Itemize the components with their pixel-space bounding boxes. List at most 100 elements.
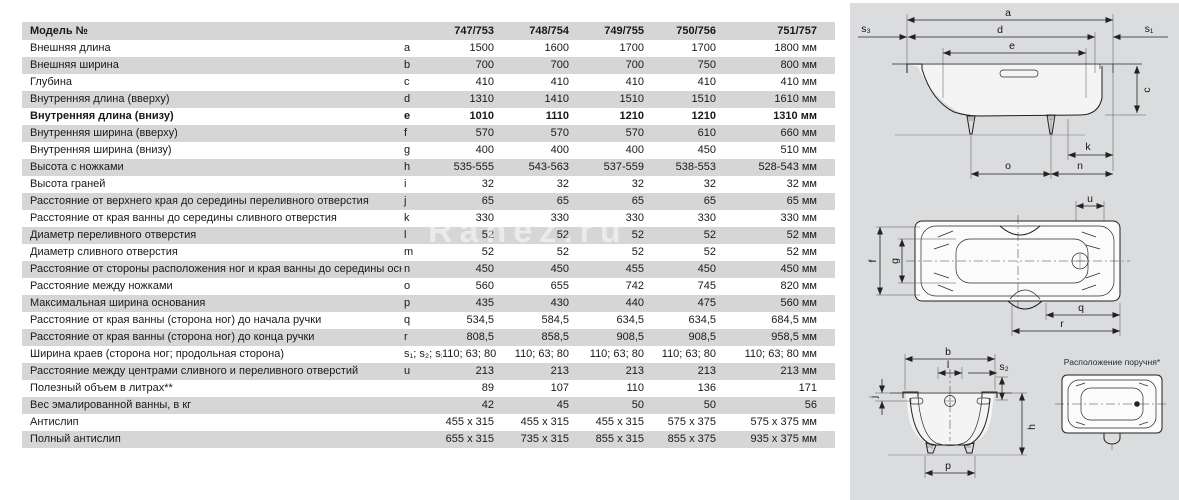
spec-value: 700	[625, 59, 644, 71]
table-header-row: Модель № 747/753 748/754 749/755 750/756 751…	[22, 22, 835, 40]
spec-value: 745	[697, 280, 716, 292]
dim-label-h: h	[1026, 424, 1038, 430]
spec-row: Расстояние от стороны расположения ног и…	[22, 261, 835, 278]
spec-value: 742	[625, 280, 644, 292]
dim-letter: g	[404, 144, 411, 156]
dim-letter: h	[404, 161, 411, 173]
dim-label-g: g	[889, 258, 901, 264]
spec-value: 538-553	[675, 161, 716, 173]
spec-row: Расстояние между ножками o 560 655 742 745 820…	[22, 278, 835, 295]
spec-label: Глубина	[30, 76, 73, 88]
spec-label: Диаметр сливного отверстия	[30, 246, 178, 258]
spec-value: 110	[626, 382, 644, 394]
spec-value: 52	[703, 229, 716, 241]
dim-letter: j	[404, 195, 407, 207]
spec-row: Глубина c 410 410 410 410 410 мм	[22, 74, 835, 91]
dim-letter: l	[404, 229, 407, 241]
dim-label-k: k	[1085, 141, 1091, 153]
spec-value: 65	[703, 195, 716, 207]
spec-value: 750	[697, 59, 716, 71]
spec-value: 1110	[545, 110, 569, 122]
spec-value: 52	[631, 229, 644, 241]
spec-value: 410	[475, 76, 494, 88]
spec-table-container: Модель № 747/753 748/754 749/755 750/756 751…	[22, 22, 835, 448]
dim-letter: m	[404, 246, 414, 258]
spec-row: Расстояние от края ванны (сторона ног) д…	[22, 329, 835, 346]
spec-value: 410	[550, 76, 569, 88]
spec-value: 32 мм	[786, 178, 817, 190]
dim-letter: r	[404, 331, 408, 343]
dim-label-s2: s₂	[999, 361, 1008, 373]
dim-letter: b	[404, 59, 411, 71]
spec-row: Вес эмалированной ванны, в кг 42 45 50 50 56	[22, 397, 835, 414]
handrail-caption: Расположение поручня*	[1064, 357, 1161, 367]
top-view-diagram: u f g q r	[867, 193, 1130, 336]
spec-row: Полный антислип 655 x 315 735 x 315 855 x 3…	[22, 431, 835, 448]
spec-row: Внутренняя длина (вверху) d 1310 1410 1510 15…	[22, 91, 835, 108]
spec-value: 455 x 315	[520, 416, 569, 428]
spec-label: Расстояние от верхнего края до середины …	[30, 195, 369, 207]
dim-label-p: p	[945, 460, 951, 472]
spec-value: 570	[625, 127, 644, 139]
spec-value: 1410	[544, 93, 569, 105]
spec-value: 537-559	[603, 161, 644, 173]
spec-value: 52	[481, 229, 494, 241]
spec-table: Модель № 747/753 748/754 749/755 750/756 751…	[22, 22, 835, 448]
spec-value: 32	[631, 178, 644, 190]
spec-row: Полезный объем в литрах** 89 107 110 136 171	[22, 380, 835, 397]
spec-value: 700	[550, 59, 569, 71]
spec-value: 655	[550, 280, 569, 292]
spec-row: Высота граней i 32 32 32 32 32 мм	[22, 176, 835, 193]
spec-label: Расстояние от стороны расположения ног и…	[30, 263, 402, 275]
dim-label-l: l	[947, 359, 949, 371]
spec-value: 735 x 315	[520, 433, 569, 445]
spec-value: 800 мм	[780, 59, 817, 71]
spec-value: 1610 мм	[774, 93, 817, 105]
spec-value: 820 мм	[780, 280, 817, 292]
dim-letter	[402, 380, 442, 397]
spec-label: Внутренняя длина (вверху)	[30, 93, 170, 105]
spec-value: 450	[697, 263, 716, 275]
model-column-header: 749/755	[604, 24, 644, 37]
dim-letter: f	[404, 127, 408, 139]
spec-value: 171	[798, 382, 817, 394]
spec-label: Вес эмалированной ванны, в кг	[30, 399, 192, 411]
dim-label-s1: s₁	[1145, 23, 1154, 35]
spec-row: Внутренняя ширина (внизу) g 400 400 400 450 51…	[22, 142, 835, 159]
diagram-panel: a d s₃ s₁ e c k o n	[850, 3, 1179, 500]
spec-label: Внутренняя длина (внизу)	[30, 110, 174, 122]
dim-label-d: d	[997, 24, 1003, 36]
spec-value: 213 мм	[780, 365, 817, 377]
spec-value: 65	[556, 195, 569, 207]
dim-label-j: j	[868, 396, 880, 399]
dim-label-n: n	[1077, 160, 1083, 172]
spec-label: Полный антислип	[30, 433, 121, 445]
spec-value: 510 мм	[780, 144, 817, 156]
spec-label: Внутренняя ширина (вверху)	[30, 127, 178, 139]
spec-value: 584,5	[541, 314, 569, 326]
dim-letter: k	[404, 212, 410, 224]
spec-row: Диаметр сливного отверстия m 52 52 52 52 52 мм	[22, 244, 835, 261]
spec-label: Внутренняя ширина (внизу)	[30, 144, 172, 156]
spec-value: 855 x 315	[595, 433, 644, 445]
spec-value: 136	[697, 382, 716, 394]
model-row-label: Модель №	[30, 24, 88, 37]
spec-value: 528-543 мм	[758, 161, 817, 173]
spec-value: 455 x 315	[595, 416, 644, 428]
dim-letter: s₁; s₂; s₃	[404, 348, 442, 360]
spec-value: 213	[475, 365, 494, 377]
spec-value: 330	[475, 212, 494, 224]
spec-value: 435	[475, 297, 494, 309]
spec-row: Антислип 455 x 315 455 x 315 455 x 315 575 x…	[22, 414, 835, 431]
spec-value: 455	[625, 263, 644, 275]
spec-value: 32	[703, 178, 716, 190]
spec-value: 808,5	[466, 331, 494, 343]
spec-row: Внутренняя ширина (вверху) f 570 570 570 610 6…	[22, 125, 835, 142]
spec-value: 410	[697, 76, 716, 88]
spec-value: 855 x 375	[667, 433, 716, 445]
spec-value: 575 x 375	[667, 416, 716, 428]
spec-value: 330	[625, 212, 644, 224]
spec-value: 400	[475, 144, 494, 156]
spec-value: 1510	[619, 93, 644, 105]
